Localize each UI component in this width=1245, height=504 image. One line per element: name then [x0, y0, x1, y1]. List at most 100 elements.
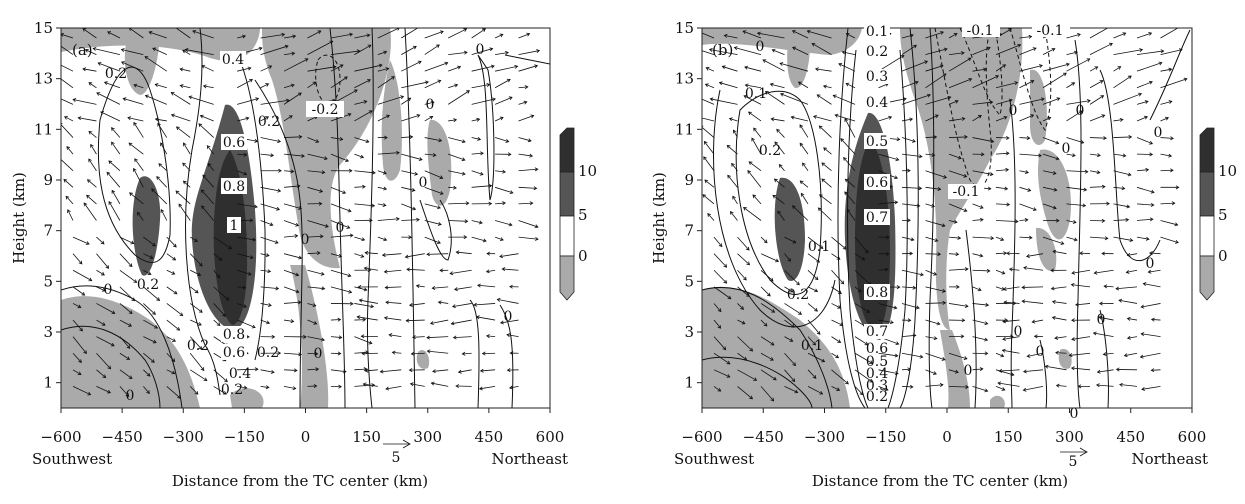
wind-vector	[167, 320, 180, 330]
contour-label: 0	[419, 175, 428, 191]
wind-vector	[763, 60, 784, 71]
wind-vector	[365, 253, 378, 254]
contour-line	[1100, 70, 1160, 261]
wind-vector	[1023, 386, 1043, 390]
wind-vector	[1137, 219, 1153, 220]
wind-vector	[761, 287, 770, 296]
wind-vector	[120, 254, 132, 267]
contour-label: -0.2	[312, 102, 339, 118]
panel-label: (a)	[72, 41, 93, 59]
wind-vector	[67, 147, 73, 154]
x-tick-label: 450	[475, 428, 504, 446]
wind-vector	[1114, 50, 1143, 55]
wind-vector	[354, 352, 368, 353]
wind-vector-head	[171, 24, 174, 27]
wind-vector	[57, 156, 73, 171]
wind-vector	[448, 203, 469, 204]
wind-vector	[839, 64, 855, 71]
wind-vector	[386, 302, 401, 303]
contour-label: -0.1	[967, 23, 994, 39]
wind-vector	[427, 337, 448, 338]
wind-vector	[161, 210, 167, 221]
y-tick-label: 13	[675, 70, 694, 88]
wind-vector	[413, 337, 425, 338]
wind-vector	[179, 204, 190, 220]
wind-vector	[146, 95, 167, 104]
wind-vector	[431, 383, 448, 386]
contour-label: 0	[504, 309, 513, 325]
wind-vector	[1137, 51, 1164, 55]
contour-label: 0.2	[187, 338, 209, 354]
wind-vector	[96, 237, 103, 244]
wind-vector	[354, 369, 366, 370]
contour-label: 0.3	[866, 69, 888, 85]
contour-label: 0.4	[866, 95, 888, 111]
x-tick-label: 0	[942, 428, 952, 446]
shade-negative	[787, 28, 810, 88]
wind-vector	[401, 154, 422, 160]
wind-vector	[1067, 171, 1088, 172]
wind-vector	[704, 157, 714, 171]
wind-vector	[237, 80, 252, 88]
wind-vector	[1090, 138, 1106, 139]
wind-vector	[176, 191, 190, 204]
wind-vector	[808, 303, 817, 311]
wind-vector	[425, 31, 443, 38]
wind-vector	[926, 254, 941, 255]
wind-vector	[87, 195, 97, 204]
contour-label: 0.6	[866, 175, 888, 191]
x-tick-label: 300	[1055, 428, 1084, 446]
wind-vector	[427, 254, 448, 255]
wind-vector	[354, 187, 365, 188]
wind-vector-head	[54, 74, 57, 77]
shade-negative	[1038, 150, 1071, 240]
wind-vector-head	[50, 39, 53, 42]
wind-vector	[380, 370, 401, 372]
contour-label: 0.2	[866, 44, 888, 60]
wind-vector	[401, 115, 419, 121]
wind-vector	[1161, 26, 1183, 38]
wind-vector	[261, 187, 281, 191]
contour-line	[966, 230, 976, 408]
wind-vector	[744, 207, 761, 220]
reference-vector: 5	[383, 440, 410, 466]
wind-vector	[949, 303, 968, 306]
wind-vector	[495, 97, 512, 104]
contour-label: 0.1	[808, 239, 830, 255]
wind-vector	[1090, 237, 1108, 238]
contour-line	[505, 55, 550, 64]
wind-vector	[401, 220, 419, 221]
wind-vector	[502, 269, 518, 270]
wind-vector	[284, 254, 301, 258]
wind-vector	[1114, 137, 1132, 138]
contour-label: 0.5	[866, 134, 888, 150]
y-axis-label: Height (km)	[650, 172, 668, 264]
y-tick-label: 5	[684, 272, 694, 290]
contour-label: 0.6	[223, 345, 245, 361]
wind-vector	[1114, 171, 1131, 175]
wind-vector	[401, 61, 421, 71]
wind-vector	[902, 303, 919, 308]
wind-vector	[448, 91, 469, 105]
wind-vector	[1020, 154, 1042, 156]
contour-label: 0.2	[257, 345, 279, 361]
wind-vector	[64, 179, 73, 187]
contour-label: 0.2	[759, 143, 781, 159]
colorbar-label: 10	[578, 162, 597, 180]
wind-vector	[159, 164, 167, 171]
wind-vector	[1143, 284, 1160, 287]
wind-vector	[284, 221, 298, 226]
contour-label: 0.4	[222, 52, 244, 68]
wind-vector	[401, 137, 412, 138]
wind-vector	[519, 203, 533, 204]
wind-vector	[714, 254, 727, 267]
wind-vector	[401, 46, 416, 54]
wind-vector	[728, 175, 738, 187]
y-tick-label: 1	[684, 374, 694, 392]
wind-vector	[167, 303, 183, 315]
wind-vector	[91, 145, 97, 155]
x-tick-label: −450	[102, 428, 143, 446]
wind-vector	[1072, 337, 1090, 340]
wind-vector	[822, 163, 831, 171]
